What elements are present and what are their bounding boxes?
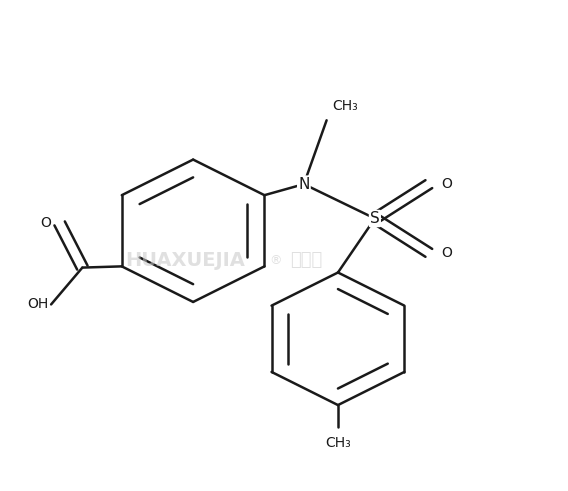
Text: CH₃: CH₃ bbox=[332, 99, 358, 113]
Text: O: O bbox=[441, 246, 452, 260]
Text: 化学加: 化学加 bbox=[290, 251, 322, 269]
Text: ®: ® bbox=[269, 254, 282, 267]
Text: S: S bbox=[370, 211, 380, 226]
Text: CH₃: CH₃ bbox=[325, 436, 351, 450]
Text: HUAXUEJIA: HUAXUEJIA bbox=[125, 251, 245, 270]
Text: OH: OH bbox=[27, 298, 48, 311]
Text: O: O bbox=[441, 177, 452, 191]
Text: N: N bbox=[298, 177, 310, 191]
Text: O: O bbox=[40, 217, 51, 230]
